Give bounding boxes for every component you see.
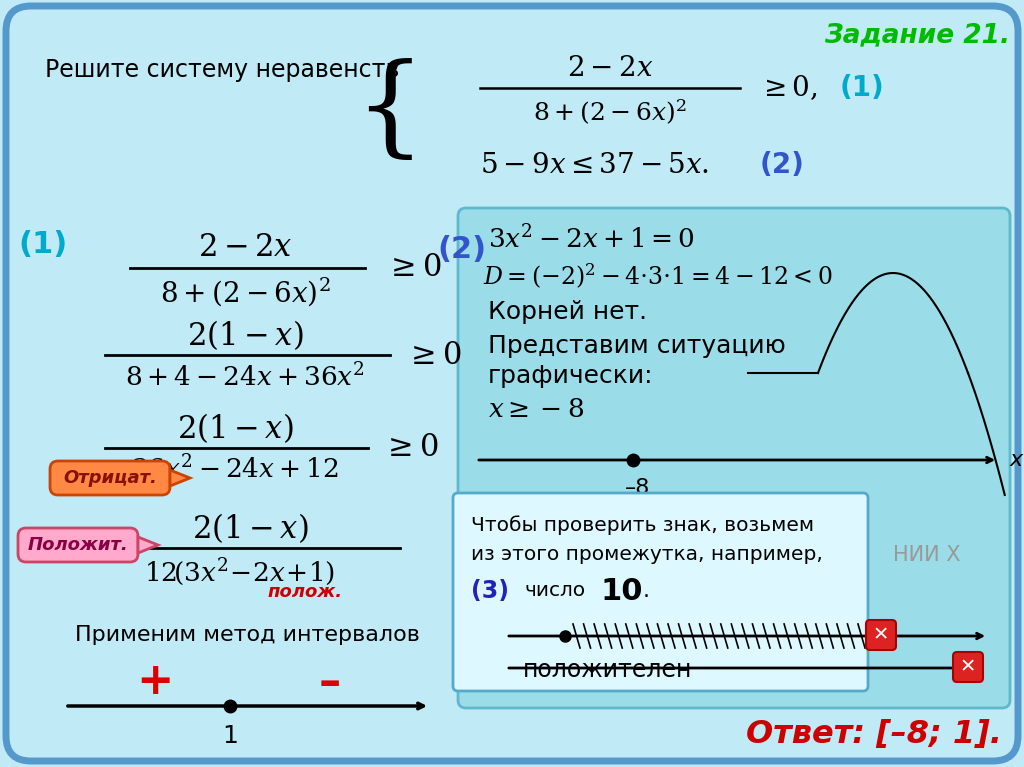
- Text: Решите систему неравенств: Решите систему неравенств: [45, 58, 399, 82]
- Text: –8: –8: [626, 478, 650, 498]
- FancyBboxPatch shape: [50, 461, 170, 495]
- FancyBboxPatch shape: [458, 208, 1010, 708]
- Text: $2(1-x)$: $2(1-x)$: [186, 318, 303, 352]
- FancyBboxPatch shape: [6, 6, 1018, 761]
- Text: +: +: [136, 660, 174, 703]
- Text: $5-9x \leq 37+5x$: $5-9x \leq 37+5x$: [510, 226, 699, 250]
- Text: $8+(2-6x)^2$: $8+(2-6x)^2$: [534, 97, 687, 127]
- Text: ✕: ✕: [872, 626, 889, 644]
- Text: (2): (2): [760, 151, 805, 179]
- Text: {: {: [354, 58, 425, 166]
- Text: Применим метод интервалов: Применим метод интервалов: [75, 625, 420, 645]
- Text: x: x: [1010, 450, 1023, 470]
- Text: $\geq 0$: $\geq 0$: [385, 254, 441, 282]
- Text: $-9x+5x \leq 37-5$: $-9x+5x \leq 37-5$: [490, 264, 698, 288]
- Text: 10: 10: [601, 577, 643, 605]
- Text: Положит.: Положит.: [28, 536, 128, 554]
- Text: (1): (1): [18, 230, 68, 259]
- Text: $\geq 0$: $\geq 0$: [382, 433, 438, 463]
- Text: $x \geq -8$: $x \geq -8$: [490, 338, 577, 362]
- Text: ✕: ✕: [959, 657, 976, 676]
- Text: число: число: [525, 581, 586, 601]
- Text: 1: 1: [222, 724, 238, 748]
- Text: графически:: графически:: [488, 364, 653, 388]
- Polygon shape: [138, 537, 158, 553]
- FancyBboxPatch shape: [18, 528, 138, 562]
- Text: $\geq 0,$: $\geq 0,$: [758, 74, 817, 103]
- Text: $3x^2-2x+1=0$: $3x^2-2x+1=0$: [488, 225, 695, 254]
- Text: $8+(2-6x)^2$: $8+(2-6x)^2$: [160, 275, 331, 308]
- Text: $12\!\left(3x^2\!-\!2x\!+\!1\right)$: $12\!\left(3x^2\!-\!2x\!+\!1\right)$: [144, 556, 336, 588]
- Text: Ответ: [–8; 1].: Ответ: [–8; 1].: [746, 719, 1002, 750]
- Text: $x\geq-8$: $x\geq-8$: [488, 397, 584, 423]
- Text: НИИ Х: НИИ Х: [893, 545, 961, 565]
- Text: (3): (3): [471, 579, 509, 603]
- Text: Чтобы проверить знак, возьмем: Чтобы проверить знак, возьмем: [471, 515, 814, 535]
- Text: .: .: [643, 581, 650, 601]
- Text: –: –: [318, 660, 341, 703]
- Text: Отрицат.: Отрицат.: [63, 469, 157, 487]
- Text: $8+4-24x+36x^2$: $8+4-24x+36x^2$: [125, 364, 365, 392]
- FancyBboxPatch shape: [953, 652, 983, 682]
- Text: $D=(-2)^2-4{\cdot}3{\cdot}1=4-12<0$: $D=(-2)^2-4{\cdot}3{\cdot}1=4-12<0$: [483, 262, 833, 291]
- FancyBboxPatch shape: [866, 620, 896, 650]
- Text: из этого промежутка, например,: из этого промежутка, например,: [471, 545, 823, 565]
- Text: $\geq 0$: $\geq 0$: [406, 341, 462, 370]
- Text: Задание 21.: Задание 21.: [824, 22, 1010, 48]
- Text: (1): (1): [840, 74, 885, 102]
- Text: $5-9x \leq 37-5x.$: $5-9x \leq 37-5x.$: [480, 151, 710, 179]
- Text: (2): (2): [437, 235, 486, 264]
- Text: $2(1-x)$: $2(1-x)$: [191, 511, 308, 545]
- Text: Корней нет.: Корней нет.: [488, 300, 647, 324]
- Text: Представим ситуацию: Представим ситуацию: [488, 334, 785, 358]
- Text: положителен: положителен: [523, 658, 692, 682]
- Text: $2(1-x)$: $2(1-x)$: [177, 411, 293, 445]
- FancyBboxPatch shape: [453, 493, 868, 691]
- Text: $-4x \leq 32\;:(-4)$: $-4x \leq 32\;:(-4)$: [490, 301, 674, 328]
- Text: полож.: полож.: [267, 583, 343, 601]
- Text: $2-2x$: $2-2x$: [198, 233, 292, 262]
- Text: $2-2x$: $2-2x$: [567, 54, 653, 82]
- Polygon shape: [170, 470, 190, 486]
- Text: $36x^2-24x+12$: $36x^2-24x+12$: [131, 456, 339, 484]
